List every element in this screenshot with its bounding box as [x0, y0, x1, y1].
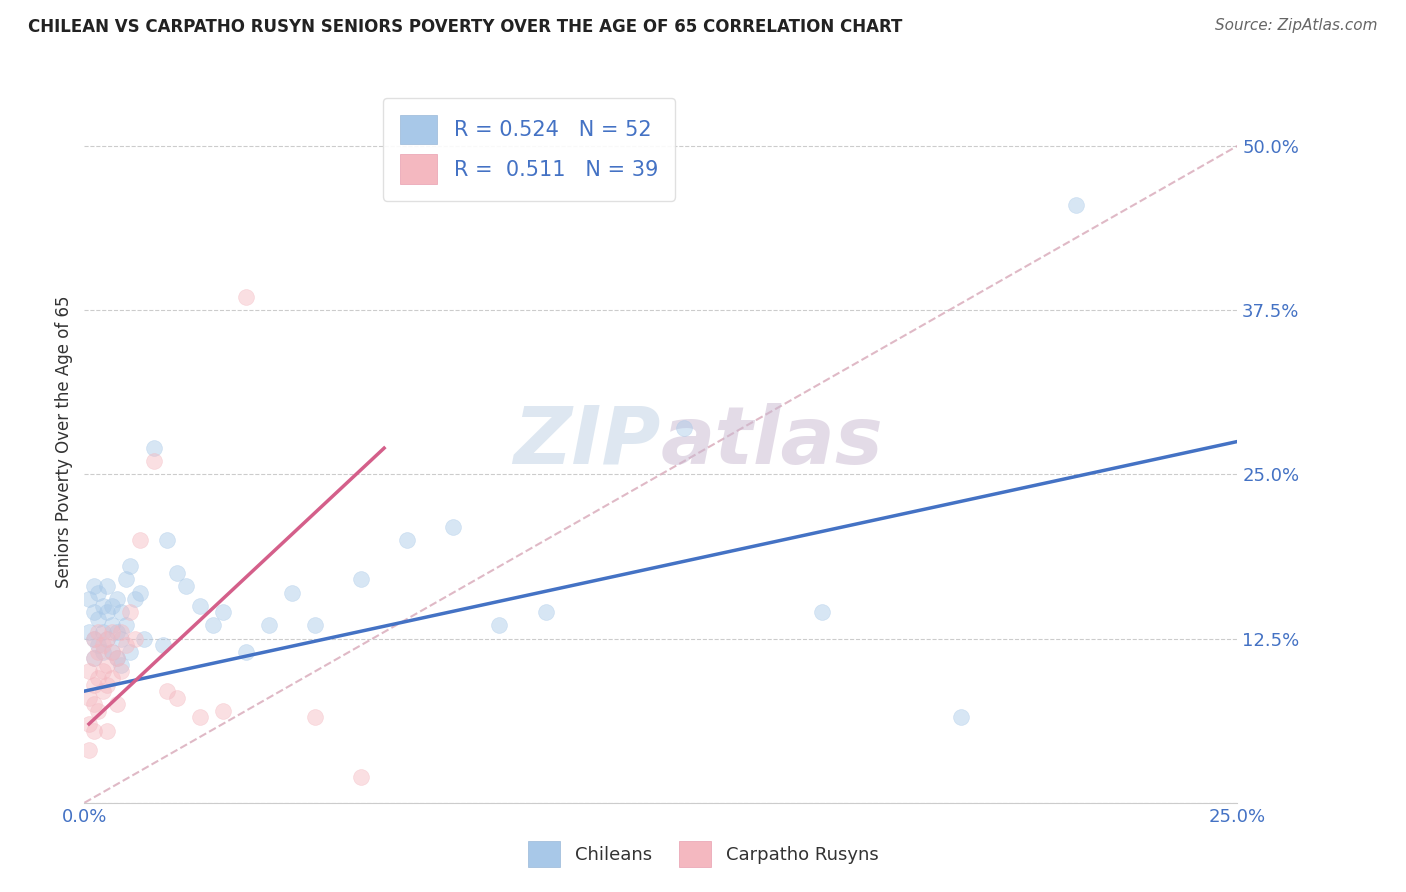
Point	[87, 645, 110, 659]
Point	[96, 632, 118, 646]
Point	[110, 657, 132, 672]
Point	[672, 421, 695, 435]
Point	[235, 645, 257, 659]
Point	[91, 638, 114, 652]
Point	[110, 665, 132, 679]
Point	[115, 638, 138, 652]
Point	[188, 710, 211, 724]
Point	[350, 573, 373, 587]
Point	[101, 671, 124, 685]
Point	[83, 605, 105, 619]
Point	[87, 671, 110, 685]
Point	[115, 618, 138, 632]
Point	[91, 665, 114, 679]
Point	[83, 632, 105, 646]
Point	[202, 618, 225, 632]
Point	[101, 645, 124, 659]
Y-axis label: Seniors Poverty Over the Age of 65: Seniors Poverty Over the Age of 65	[55, 295, 73, 588]
Point	[152, 638, 174, 652]
Point	[96, 723, 118, 738]
Text: CHILEAN VS CARPATHO RUSYN SENIORS POVERTY OVER THE AGE OF 65 CORRELATION CHART: CHILEAN VS CARPATHO RUSYN SENIORS POVERT…	[28, 18, 903, 36]
Point	[811, 605, 834, 619]
Point	[188, 599, 211, 613]
Point	[1064, 198, 1087, 212]
Point	[128, 585, 150, 599]
Point	[304, 710, 326, 724]
Point	[105, 651, 128, 665]
Point	[166, 690, 188, 705]
Point	[77, 743, 100, 757]
Text: ZIP: ZIP	[513, 402, 661, 481]
Point	[124, 592, 146, 607]
Point	[77, 625, 100, 640]
Point	[134, 632, 156, 646]
Point	[396, 533, 419, 547]
Point	[83, 698, 105, 712]
Point	[91, 625, 114, 640]
Point	[105, 698, 128, 712]
Point	[110, 605, 132, 619]
Point	[77, 717, 100, 731]
Point	[115, 573, 138, 587]
Point	[211, 605, 233, 619]
Point	[77, 690, 100, 705]
Point	[83, 651, 105, 665]
Point	[83, 651, 105, 665]
Point	[101, 645, 124, 659]
Text: Source: ZipAtlas.com: Source: ZipAtlas.com	[1215, 18, 1378, 33]
Point	[101, 618, 124, 632]
Point	[534, 605, 557, 619]
Point	[91, 599, 114, 613]
Point	[142, 454, 165, 468]
Point	[156, 533, 179, 547]
Point	[101, 599, 124, 613]
Point	[174, 579, 197, 593]
Legend: Chileans, Carpatho Rusyns: Chileans, Carpatho Rusyns	[520, 834, 886, 874]
Point	[350, 770, 373, 784]
Point	[83, 677, 105, 691]
Point	[949, 710, 972, 724]
Point	[77, 592, 100, 607]
Point	[91, 645, 114, 659]
Point	[96, 632, 118, 646]
Point	[304, 618, 326, 632]
Point	[87, 585, 110, 599]
Point	[101, 625, 124, 640]
Point	[87, 612, 110, 626]
Point	[120, 605, 142, 619]
Point	[488, 618, 510, 632]
Point	[105, 592, 128, 607]
Point	[281, 585, 304, 599]
Point	[83, 579, 105, 593]
Point	[83, 632, 105, 646]
Point	[110, 632, 132, 646]
Point	[110, 625, 132, 640]
Point	[128, 533, 150, 547]
Point	[166, 566, 188, 580]
Point	[77, 665, 100, 679]
Point	[87, 704, 110, 718]
Point	[87, 638, 110, 652]
Point	[96, 605, 118, 619]
Point	[96, 657, 118, 672]
Point	[105, 651, 128, 665]
Legend: R = 0.524   N = 52, R =  0.511   N = 39: R = 0.524 N = 52, R = 0.511 N = 39	[382, 98, 675, 201]
Point	[87, 625, 110, 640]
Point	[91, 684, 114, 698]
Point	[142, 441, 165, 455]
Point	[105, 625, 128, 640]
Point	[211, 704, 233, 718]
Point	[83, 723, 105, 738]
Point	[120, 645, 142, 659]
Point	[257, 618, 280, 632]
Point	[120, 559, 142, 574]
Point	[441, 520, 464, 534]
Point	[235, 290, 257, 304]
Point	[96, 677, 118, 691]
Point	[96, 579, 118, 593]
Point	[124, 632, 146, 646]
Point	[156, 684, 179, 698]
Text: atlas: atlas	[661, 402, 883, 481]
